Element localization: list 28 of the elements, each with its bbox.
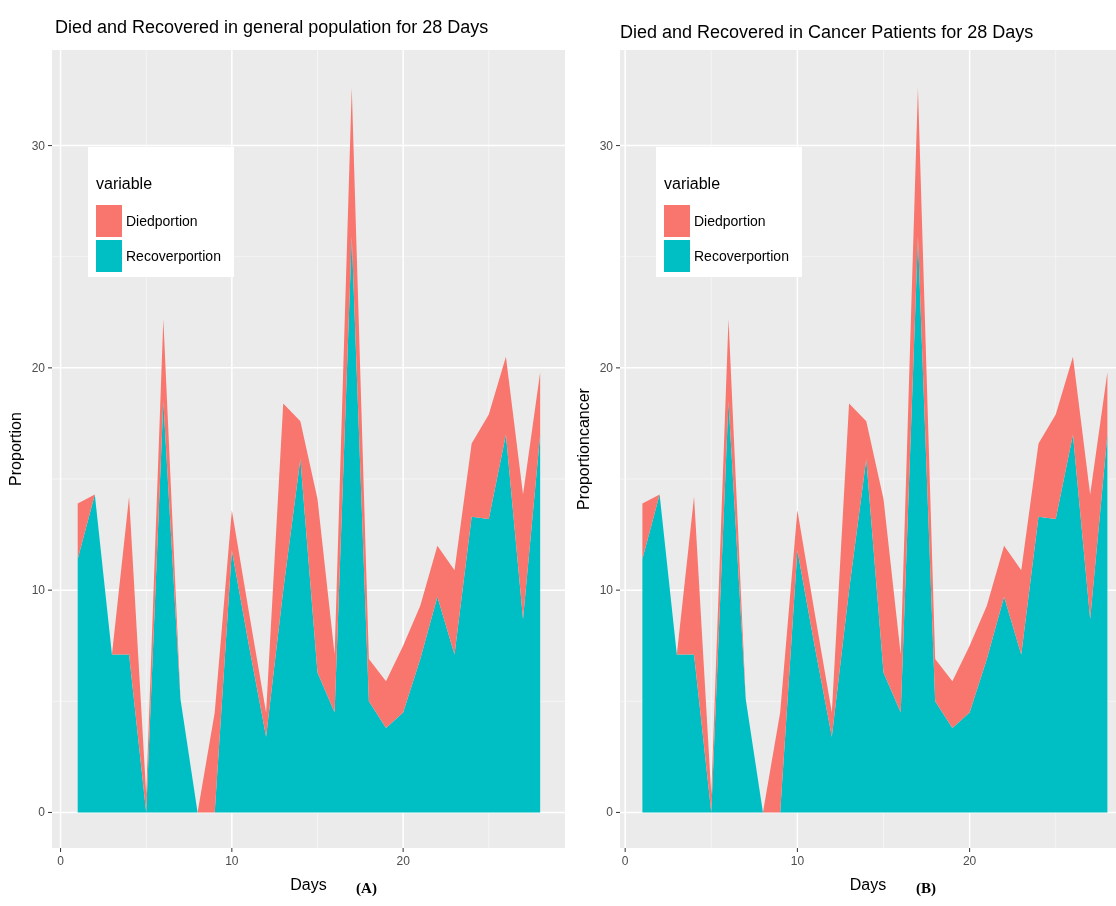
x-tick-label: 20 bbox=[396, 854, 411, 868]
legend-title: variable bbox=[96, 175, 153, 192]
legend-title: variable bbox=[664, 175, 721, 192]
x-tick-label: 20 bbox=[962, 854, 977, 868]
y-tick-label: 0 bbox=[606, 805, 614, 820]
x-axis-title: Days bbox=[849, 876, 887, 893]
legend-label: Diedportion bbox=[694, 213, 766, 229]
y-tick-label: 30 bbox=[31, 138, 46, 153]
x-axis-title: Days bbox=[290, 876, 327, 893]
x-tick-label: 10 bbox=[790, 854, 805, 868]
y-tick-label: 30 bbox=[599, 138, 614, 153]
chart-title: Died and Recovered in general population for 28 Days bbox=[55, 17, 489, 37]
y-axis-title: Proportioncancer bbox=[575, 387, 592, 510]
x-tick-label: 0 bbox=[621, 854, 629, 868]
y-tick-label: 10 bbox=[599, 583, 614, 598]
y-tick-label: 10 bbox=[31, 583, 46, 598]
x-tick-label: 0 bbox=[57, 854, 65, 868]
x-tick-label: 10 bbox=[225, 854, 239, 868]
text: (A) bbox=[356, 880, 377, 897]
y-axis-title: Proportion bbox=[7, 412, 24, 486]
legend-label: Recoverportion bbox=[126, 248, 221, 264]
chart-title: Died and Recovered in Cancer Patients for 28 Days bbox=[620, 22, 1034, 42]
y-tick-label: 20 bbox=[599, 360, 614, 375]
y-tick-label: 20 bbox=[31, 360, 46, 375]
y-tick-label: 0 bbox=[38, 805, 46, 820]
text: (B) bbox=[916, 880, 936, 897]
legend-label: Recoverportion bbox=[694, 248, 789, 264]
legend-label: Diedportion bbox=[126, 213, 198, 229]
